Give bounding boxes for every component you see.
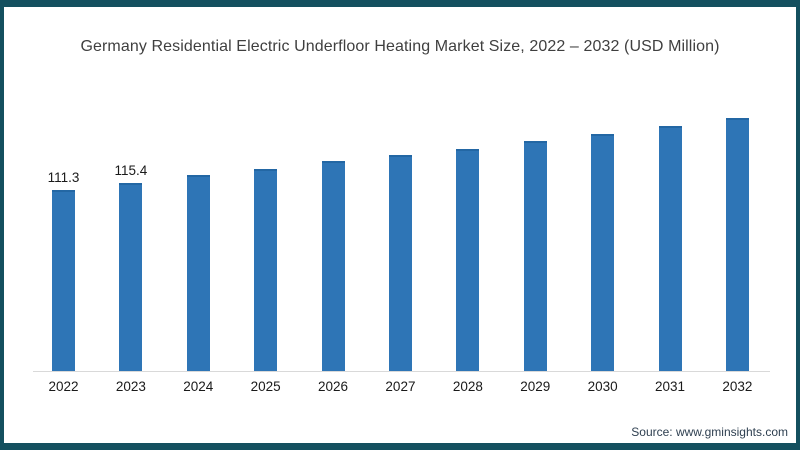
bar-2028 [456, 148, 480, 371]
x-tick-label: 2024 [183, 379, 214, 394]
bar-2025 [254, 168, 278, 371]
x-tick-label: 2032 [722, 379, 753, 394]
bar-column-2024 [165, 175, 232, 371]
bar-column-2028 [434, 148, 501, 371]
x-tick-label: 2028 [452, 379, 483, 394]
bar-column-2030 [569, 133, 636, 371]
bar-2031 [658, 125, 682, 371]
x-tick-label: 2027 [385, 379, 416, 394]
chart-title: Germany Residential Electric Underfloor … [80, 38, 720, 55]
x-axis-labels: 2022 2023 2024 2025 2026 2027 2028 2029 2030 2031… [30, 379, 771, 394]
bar-columns: 111.3 115.4 [30, 7, 771, 371]
bar-2023 [119, 182, 143, 371]
x-tick-label: 2029 [520, 379, 551, 394]
bar-2029 [523, 140, 547, 371]
bar-column-2025 [232, 168, 299, 371]
bar-chart-plot: 111.3 115.4 2022 2023 2024 2025 2026 2027 2028 2… [4, 7, 796, 443]
x-tick-label: 2022 [48, 379, 79, 394]
bar-column-2026 [300, 161, 367, 371]
bar-2032 [725, 118, 749, 371]
x-tick-label: 2026 [318, 379, 349, 394]
bar-column-2029 [502, 140, 569, 371]
bar-2022 [52, 189, 75, 371]
x-tick-label: 2031 [654, 379, 686, 394]
bar-column-2022: 111.3 [30, 170, 97, 371]
bar-column-2027 [367, 155, 434, 371]
bar-value-label: 115.4 [114, 162, 148, 178]
x-tick-label: 2023 [115, 379, 146, 394]
bar-2024 [186, 175, 210, 371]
bar-column-2032 [704, 118, 771, 371]
bar-2026 [321, 161, 345, 371]
x-axis-line [33, 371, 770, 372]
chart-card: Germany Residential Electric Underfloor … [4, 7, 796, 443]
bar-column-2023: 115.4 [97, 163, 164, 371]
x-tick-label: 2030 [587, 379, 618, 394]
bar-value-label: 111.3 [47, 169, 80, 185]
source-attribution: Source: www.gminsights.com [631, 425, 788, 439]
bar-column-2031 [637, 125, 704, 371]
bar-2027 [388, 155, 412, 371]
bar-2030 [591, 133, 615, 371]
x-tick-label: 2025 [250, 379, 281, 394]
